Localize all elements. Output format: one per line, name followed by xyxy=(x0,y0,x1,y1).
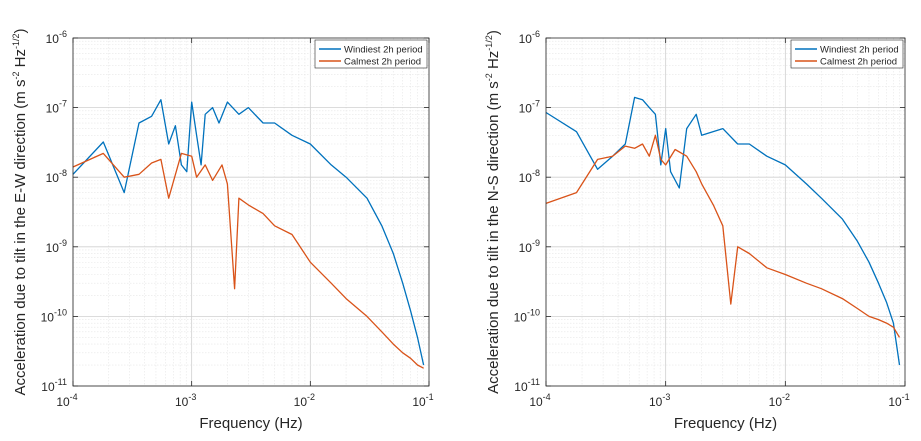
chart-1-y-tick-base: 10 xyxy=(46,32,60,46)
chart-1-axes-box xyxy=(72,37,430,387)
chart-2-y-tick-base: 10 xyxy=(519,102,533,116)
chart-1-y-tick-base: 10 xyxy=(46,171,60,185)
chart-1-x-tick-exp: -3 xyxy=(188,392,196,402)
chart-1-y-tick-base: 10 xyxy=(41,310,55,324)
chart-1-y-tick-base: 10 xyxy=(41,380,55,394)
chart-2-x-tick-base: 10 xyxy=(769,395,783,409)
chart-1-legend-box xyxy=(314,39,428,69)
chart-2-y-axis-label: Acceleration due to tilt in the N-S dire… xyxy=(484,30,502,394)
chart-2-y-label-exp2: -1/2 xyxy=(484,35,494,51)
chart-1-y-label-exp2: -1/2 xyxy=(11,34,21,50)
chart-2-plot-area xyxy=(546,38,905,386)
chart-2-y-tick-exp: -10 xyxy=(527,307,540,317)
chart-1-y-tick-label: 10-10 xyxy=(41,307,67,324)
chart-2-y-tick-exp: -8 xyxy=(532,168,540,178)
chart-2-y-label-end: ) xyxy=(485,30,502,35)
chart-2-y-label-exp1: -2 xyxy=(484,73,494,81)
chart-2-series-windiest-line xyxy=(545,96,901,366)
chart-2-y-tick-base: 10 xyxy=(519,32,533,46)
chart-1-legend-label: Windiest 2h period xyxy=(344,45,423,56)
chart-2-y-tick-exp: -6 xyxy=(532,29,540,39)
chart-1-y-label-main: Acceleration due to tilt in the E-W dire… xyxy=(12,80,29,396)
chart-1-y-tick-label: 10-7 xyxy=(46,99,67,116)
chart-1-y-tick-exp: -7 xyxy=(59,99,67,109)
chart-2-panel: 10-4 10-3 10-2 10-110-1110-1010-910-810-710… xyxy=(484,29,910,432)
chart-2-axes-box xyxy=(545,37,906,387)
chart-2-y-tick-base: 10 xyxy=(514,380,528,394)
chart-1-x-tick-base: 10 xyxy=(175,395,189,409)
chart-1-y-tick-label: 10-11 xyxy=(41,377,67,394)
chart-2-x-tick-exp: -2 xyxy=(782,392,790,402)
chart-1-y-label-exp1: -2 xyxy=(11,72,21,80)
chart-2-y-label-mid: Hz xyxy=(485,51,502,74)
chart-2-y-tick-base: 10 xyxy=(514,310,528,324)
chart-2-x-tick-label: 10-2 xyxy=(769,392,790,409)
chart-1-y-tick-base: 10 xyxy=(46,102,60,116)
chart-1-y-tick-exp: -9 xyxy=(59,238,67,248)
chart-2-y-tick-label: 10-11 xyxy=(514,377,540,394)
chart-2-y-label-main: Acceleration due to tilt in the N-S dire… xyxy=(485,81,502,394)
chart-2-x-tick-label: 10-4 xyxy=(529,392,550,409)
chart-2-legend-box xyxy=(790,39,904,69)
chart-2-x-axis-label: Frequency (Hz) xyxy=(674,415,777,432)
chart-1-x-tick-exp: -2 xyxy=(307,392,315,402)
chart-2-x-tick-exp: -1 xyxy=(902,392,910,402)
chart-2-y-tick-label: 10-10 xyxy=(514,307,540,324)
chart-2-y-tick-base: 10 xyxy=(519,241,533,255)
chart-2-grid xyxy=(545,38,905,387)
chart-1-x-tick-label: 10-3 xyxy=(175,392,196,409)
chart-2-y-tick-exp: -7 xyxy=(532,99,540,109)
chart-1-y-tick-label: 10-8 xyxy=(46,168,67,185)
chart-2-x-tick-label: 10-1 xyxy=(888,392,909,409)
chart-1-x-tick-base: 10 xyxy=(412,395,426,409)
chart-1-y-tick-exp: -6 xyxy=(59,29,67,39)
chart-1-panel: 10-4 10-3 10-2 10-110-1110-1010-910-810-710… xyxy=(11,29,434,433)
chart-1-plot-area xyxy=(73,38,429,386)
chart-1-series-calmest-line xyxy=(72,152,424,369)
chart-1-series-windiest-line xyxy=(72,99,425,366)
chart-1-x-tick-exp: -1 xyxy=(426,392,434,402)
chart-2-x-tick-base: 10 xyxy=(649,395,663,409)
chart-1-y-label-end: ) xyxy=(12,29,29,34)
chart-1-y-tick-base: 10 xyxy=(46,241,60,255)
chart-1-grid xyxy=(72,38,429,387)
chart-1-y-label-mid: Hz xyxy=(12,49,29,72)
chart-1-y-tick-label: 10-9 xyxy=(46,238,67,255)
chart-2-legend-label: Calmest 2h period xyxy=(820,57,897,68)
chart-2-y-tick-exp: -9 xyxy=(532,238,540,248)
chart-1-y-tick-exp: -11 xyxy=(55,377,67,387)
chart-2-x-tick-label: 10-3 xyxy=(649,392,670,409)
chart-2-series-calmest-line xyxy=(545,134,901,338)
chart-2-x-tick-exp: -3 xyxy=(662,392,670,402)
chart-2-y-tick-label: 10-7 xyxy=(519,99,540,116)
chart-1-legend-label: Calmest 2h period xyxy=(344,57,421,68)
chart-1-x-tick-label: 10-2 xyxy=(294,392,315,409)
chart-1-x-axis-label: Frequency (Hz) xyxy=(199,415,302,432)
chart-2-legend-label: Windiest 2h period xyxy=(820,45,899,56)
chart-1-x-tick-base: 10 xyxy=(294,395,308,409)
chart-1-x-tick-exp: -4 xyxy=(70,392,78,402)
chart-2-x-tick-base: 10 xyxy=(529,395,543,409)
chart-2-x-tick-base: 10 xyxy=(888,395,902,409)
chart-2-x-tick-exp: -4 xyxy=(543,392,551,402)
chart-2-y-tick-label: 10-8 xyxy=(519,168,540,185)
chart-1-x-tick-label: 10-1 xyxy=(412,392,433,409)
chart-1-y-axis-label: Acceleration due to tilt in the E-W dire… xyxy=(11,29,29,396)
chart-2-y-tick-label: 10-6 xyxy=(519,29,540,46)
chart-1-x-tick-base: 10 xyxy=(56,395,70,409)
chart-2-y-tick-exp: -11 xyxy=(528,377,540,387)
chart-1-x-tick-label: 10-4 xyxy=(56,392,77,409)
chart-1-y-tick-exp: -10 xyxy=(54,307,67,317)
chart-1-y-tick-exp: -8 xyxy=(59,168,67,178)
chart-1-y-tick-label: 10-6 xyxy=(46,29,67,46)
chart-2-y-tick-base: 10 xyxy=(519,171,533,185)
chart-2-y-tick-label: 10-9 xyxy=(519,238,540,255)
